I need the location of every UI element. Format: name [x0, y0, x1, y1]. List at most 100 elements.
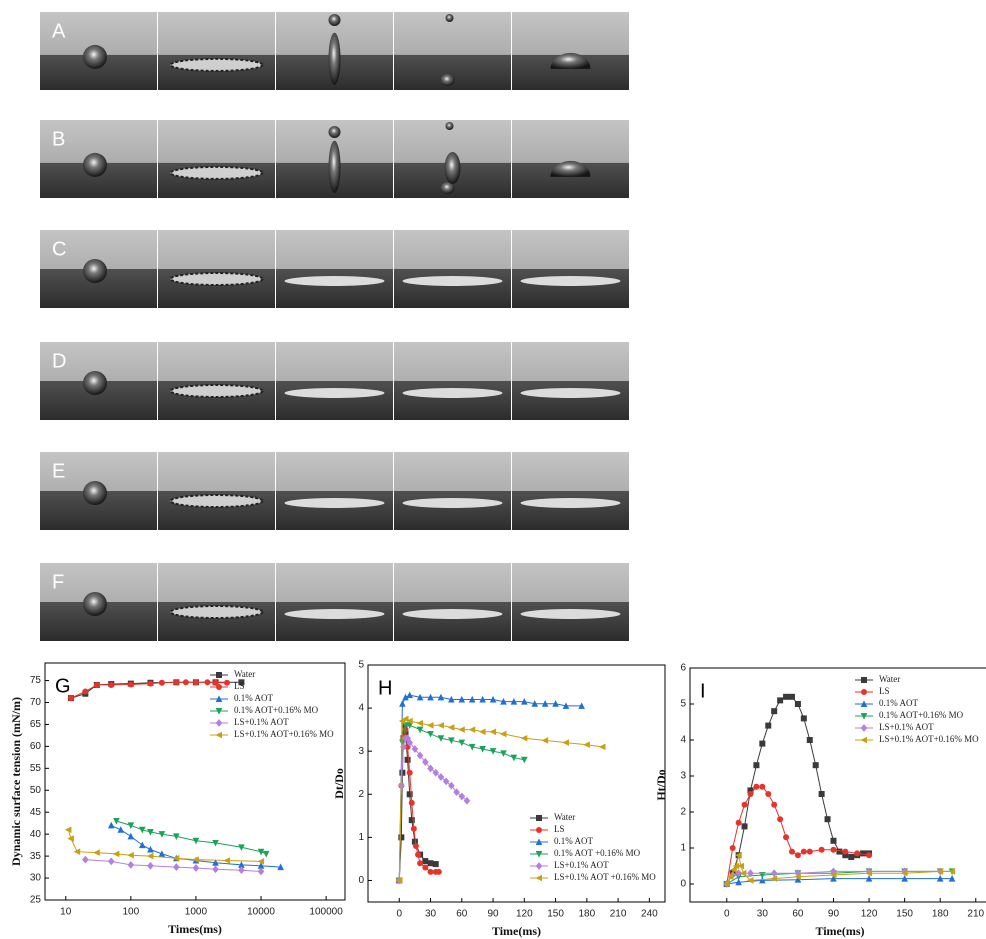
y-tick-label: 5	[680, 699, 686, 710]
data-point	[422, 758, 429, 766]
data-point	[800, 848, 807, 855]
data-point	[794, 701, 801, 707]
data-point	[865, 869, 873, 877]
data-point	[82, 855, 89, 864]
x-tick-label: 60	[792, 909, 804, 920]
data-point	[771, 708, 778, 715]
data-point	[771, 801, 778, 808]
data-point	[759, 740, 766, 747]
legend-label: Water	[879, 674, 900, 684]
droplet	[169, 494, 264, 508]
data-point	[173, 833, 180, 840]
data-point	[541, 700, 549, 707]
data-point	[173, 863, 180, 871]
legend-marker	[536, 815, 542, 821]
data-point	[401, 715, 409, 723]
photo-frame	[512, 342, 629, 420]
data-point	[468, 695, 476, 703]
data-point	[406, 791, 413, 798]
data-point	[521, 756, 528, 764]
data-point	[510, 698, 518, 705]
data-point	[499, 730, 507, 738]
y-tick-label: 25	[30, 895, 42, 906]
legend-marker	[536, 827, 542, 833]
data-point	[139, 841, 146, 849]
data-point	[437, 773, 445, 781]
droplet	[284, 609, 385, 619]
data-point	[406, 691, 413, 699]
photo-surface	[512, 491, 629, 530]
photo-frame	[158, 120, 275, 198]
droplet	[520, 609, 621, 619]
y-tick-label: 0	[680, 879, 686, 890]
x-tick-label: 150	[547, 909, 564, 920]
data-point	[448, 737, 455, 745]
data-point	[458, 726, 465, 733]
data-point	[500, 750, 507, 757]
data-point	[395, 877, 403, 884]
data-point	[901, 875, 908, 882]
data-point	[212, 679, 219, 686]
data-point	[726, 873, 734, 881]
data-point	[416, 726, 424, 734]
y-tick-label: 1	[358, 832, 364, 843]
y-tick-label: 1	[680, 843, 686, 854]
photo-frame	[276, 120, 393, 198]
data-point	[818, 791, 825, 797]
data-point	[417, 860, 424, 867]
data-point	[788, 693, 795, 700]
droplet	[550, 160, 591, 177]
data-point	[753, 762, 760, 769]
photo-frame	[40, 12, 157, 90]
legend: Water LS 0.1% AOT 0.1% AOT +0.16% MO LS+0.1%…	[530, 812, 656, 882]
y-tick-label: 50	[30, 785, 42, 796]
data-point	[735, 819, 742, 826]
data-point	[406, 717, 413, 725]
y-tick-label: 60	[30, 741, 42, 752]
photo-frame	[394, 342, 511, 420]
legend-label: LS+0.1% AOT+0.16% MO	[234, 729, 334, 739]
legend-marker	[860, 736, 867, 744]
photo-frame	[40, 120, 157, 198]
data-point	[192, 837, 200, 845]
data-point	[67, 835, 74, 842]
data-point	[435, 868, 442, 875]
data-point	[458, 739, 466, 747]
legend-marker	[215, 719, 223, 727]
data-point	[735, 869, 742, 878]
photo-surface	[394, 491, 511, 530]
legend-marker	[860, 724, 868, 732]
x-tick-label: 90	[487, 909, 499, 920]
legend: Water LS 0.1% AOT 0.1% AOT+0.16% MO LS+0.1% …	[855, 674, 979, 744]
panel-label: H	[378, 677, 392, 699]
data-point	[830, 846, 837, 853]
data-point	[257, 867, 265, 876]
data-point	[479, 695, 486, 703]
data-point	[746, 877, 754, 884]
data-point	[794, 873, 801, 881]
legend-marker	[860, 700, 868, 707]
data-point	[842, 848, 849, 855]
data-point	[458, 695, 466, 703]
droplet	[520, 498, 621, 508]
legend-label: LS+0.1% AOT+0.16% MO	[879, 734, 979, 744]
photo-frame	[276, 342, 393, 420]
data-point	[402, 722, 409, 729]
data-point	[146, 852, 154, 860]
data-point	[453, 788, 460, 797]
data-point	[463, 796, 471, 805]
data-point	[112, 850, 120, 858]
droplet	[83, 152, 107, 177]
data-point	[158, 679, 165, 686]
data-point	[437, 735, 445, 742]
data-point	[848, 854, 855, 860]
legend-marker	[215, 708, 223, 715]
legend-marker	[216, 684, 222, 690]
data-point	[759, 783, 766, 790]
data-point	[783, 834, 790, 841]
data-point	[765, 722, 772, 729]
legend-marker	[535, 862, 543, 870]
legend-marker	[216, 672, 222, 678]
data-point	[442, 777, 450, 786]
data-point	[223, 857, 230, 864]
